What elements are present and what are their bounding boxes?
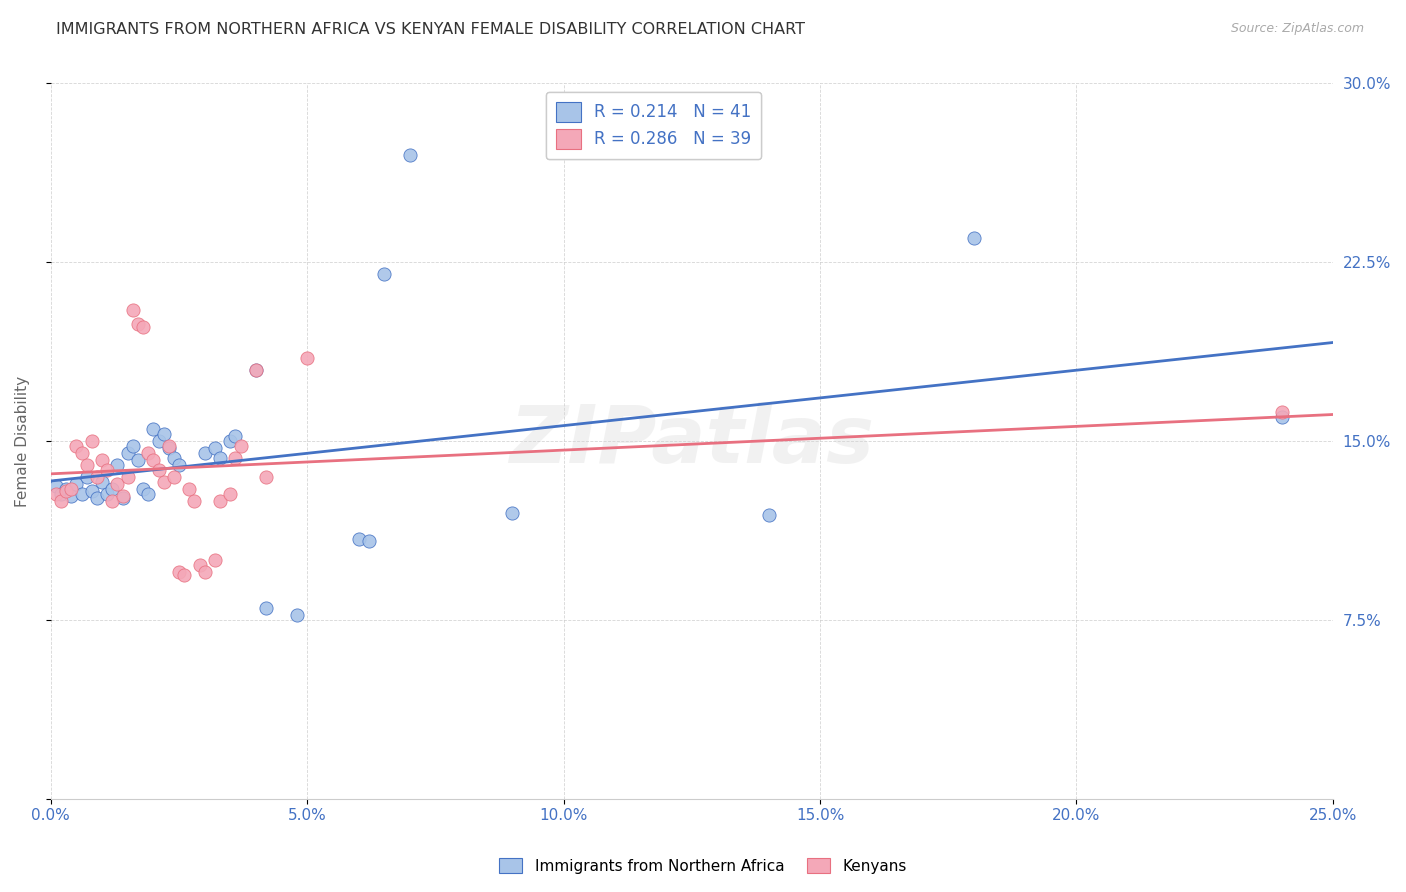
Point [167, 566, 190, 580]
Point [122, 302, 145, 317]
Y-axis label: Female Disability: Female Disability [15, 376, 30, 507]
Point [758, 508, 780, 522]
Point [45, 479, 67, 493]
Point [136, 486, 159, 500]
Point [107, 458, 129, 472]
Text: Source: ZipAtlas.com: Source: ZipAtlas.com [1230, 22, 1364, 36]
Point [373, 267, 395, 281]
Text: IMMIGRANTS FROM NORTHERN AFRICA VS KENYAN FEMALE DISABILITY CORRELATION CHART: IMMIGRANTS FROM NORTHERN AFRICA VS KENYA… [56, 22, 806, 37]
Point [167, 458, 190, 472]
Text: ZIPatlas: ZIPatlas [509, 402, 875, 480]
Point [254, 470, 277, 484]
Point [219, 486, 242, 500]
Point [96, 486, 118, 500]
Point [152, 475, 174, 489]
Point [111, 491, 134, 506]
Point [55, 484, 77, 499]
Point [219, 434, 242, 449]
Point [86, 491, 108, 506]
Point [86, 470, 108, 484]
Point [194, 566, 217, 580]
Point [117, 446, 139, 460]
Point [285, 608, 308, 623]
Point [76, 458, 98, 472]
Point [245, 362, 267, 376]
Point [148, 463, 170, 477]
Point [157, 439, 180, 453]
Legend: Immigrants from Northern Africa, Kenyans: Immigrants from Northern Africa, Kenyans [494, 852, 912, 880]
Point [132, 482, 155, 496]
Point [107, 477, 129, 491]
Point [179, 482, 201, 496]
Point [111, 489, 134, 503]
Point [963, 231, 986, 245]
Point [148, 434, 170, 449]
Point [142, 422, 165, 436]
Point [224, 429, 246, 443]
Point [501, 506, 523, 520]
Point [297, 351, 319, 365]
Point [183, 493, 205, 508]
Point [254, 601, 277, 615]
Point [55, 482, 77, 496]
Legend: R = 0.214   N = 41, R = 0.286   N = 39: R = 0.214 N = 41, R = 0.286 N = 39 [546, 92, 761, 159]
Point [127, 453, 149, 467]
Point [357, 534, 380, 549]
Point [224, 450, 246, 465]
Point [80, 484, 103, 499]
Point [229, 439, 252, 453]
Point [136, 446, 159, 460]
Point [101, 493, 124, 508]
Point [65, 477, 87, 491]
Point [163, 450, 186, 465]
Point [157, 442, 180, 456]
Point [65, 439, 87, 453]
Point [49, 486, 72, 500]
Point [60, 482, 83, 496]
Point [122, 439, 145, 453]
Point [194, 446, 217, 460]
Point [398, 148, 420, 162]
Point [132, 319, 155, 334]
Point [70, 486, 93, 500]
Point [204, 553, 226, 567]
Point [45, 486, 67, 500]
Point [1270, 405, 1292, 419]
Point [209, 493, 232, 508]
Point [209, 450, 232, 465]
Point [163, 470, 186, 484]
Point [188, 558, 211, 573]
Point [91, 453, 114, 467]
Point [245, 362, 267, 376]
Point [96, 463, 118, 477]
Point [80, 434, 103, 449]
Point [1270, 410, 1292, 425]
Point [204, 442, 226, 456]
Point [70, 446, 93, 460]
Point [117, 470, 139, 484]
Point [347, 532, 370, 546]
Point [76, 470, 98, 484]
Point [91, 475, 114, 489]
Point [173, 567, 195, 582]
Point [49, 493, 72, 508]
Point [127, 318, 149, 332]
Point [60, 489, 83, 503]
Point [142, 453, 165, 467]
Point [101, 482, 124, 496]
Point [152, 426, 174, 441]
